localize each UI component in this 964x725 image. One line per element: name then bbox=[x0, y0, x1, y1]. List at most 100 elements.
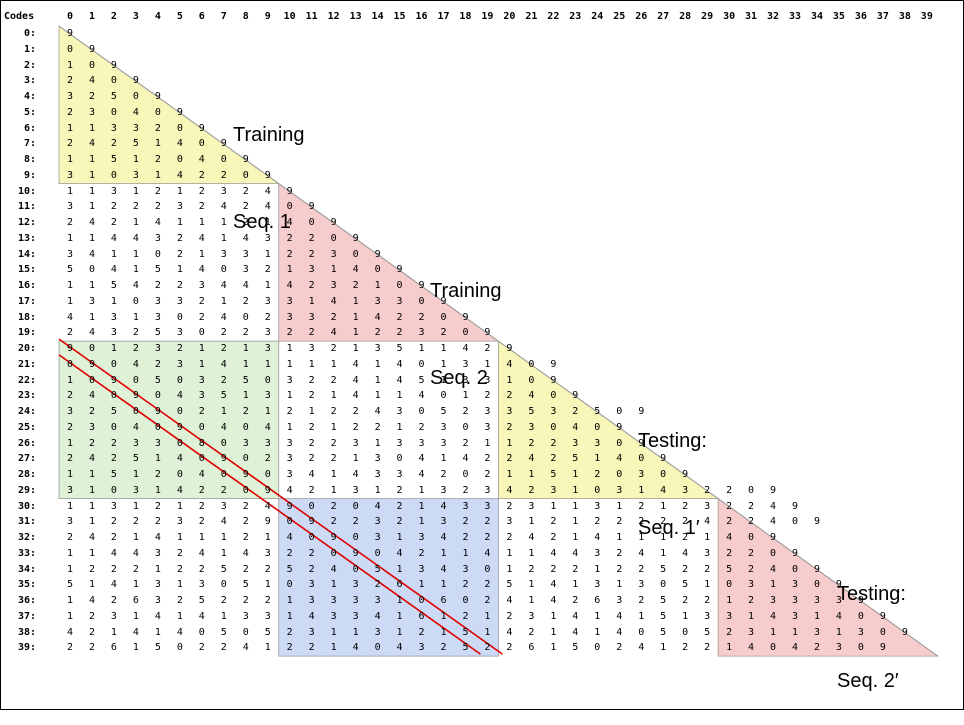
row-header: 0: bbox=[23, 28, 36, 39]
matrix-cell: 5 bbox=[132, 138, 139, 150]
matrix-cell: 2 bbox=[132, 327, 139, 339]
matrix-cell: 2 bbox=[374, 421, 381, 433]
matrix-cell: 9 bbox=[638, 406, 645, 417]
matrix-cell: 4 bbox=[286, 484, 293, 496]
column-header: 39 bbox=[920, 11, 933, 22]
matrix-cell: 0 bbox=[242, 453, 249, 465]
matrix-cell: 0 bbox=[154, 248, 161, 260]
matrix-cell: 5 bbox=[154, 264, 161, 276]
matrix-cell: 3 bbox=[462, 500, 469, 512]
matrix-cell: 2 bbox=[198, 484, 205, 496]
matrix-cell: 1 bbox=[308, 358, 315, 370]
matrix-cell: 0 bbox=[308, 217, 315, 228]
matrix-cell: 2 bbox=[396, 327, 403, 339]
matrix-cell: 5 bbox=[154, 642, 161, 654]
matrix-cell: 5 bbox=[572, 453, 579, 465]
column-header: 31 bbox=[745, 11, 758, 22]
matrix-cell: 5 bbox=[242, 579, 249, 591]
matrix-cell: 0 bbox=[770, 547, 777, 559]
matrix-cell: 1 bbox=[572, 579, 579, 591]
matrix-cell: 4 bbox=[506, 358, 513, 370]
matrix-cell: 2 bbox=[682, 642, 689, 654]
matrix-cell: 1 bbox=[88, 169, 95, 181]
matrix-cell: 1 bbox=[330, 469, 337, 480]
matrix-cell: 3 bbox=[264, 327, 271, 339]
matrix-cell: 0 bbox=[330, 547, 337, 559]
matrix-cell: 4 bbox=[550, 579, 557, 591]
matrix-cell: 2 bbox=[66, 390, 74, 402]
matrix-cell: 0 bbox=[462, 421, 469, 433]
matrix-cell: 1 bbox=[110, 248, 117, 260]
matrix-cell: 2 bbox=[462, 610, 469, 622]
matrix-cell: 4 bbox=[440, 563, 447, 575]
matrix-cell: 5 bbox=[198, 595, 205, 606]
matrix-cell: 4 bbox=[572, 547, 579, 559]
matrix-cell: 1 bbox=[374, 484, 381, 496]
matrix-cell: 2 bbox=[330, 516, 337, 528]
matrix-cell: 2 bbox=[66, 327, 74, 339]
matrix-cell: 4 bbox=[528, 532, 535, 543]
matrix-cell: 3 bbox=[308, 595, 315, 606]
matrix-cell: 3 bbox=[330, 595, 337, 606]
matrix-cell: 2 bbox=[308, 232, 315, 244]
matrix-cell: 2 bbox=[462, 516, 469, 528]
matrix-cell: 0 bbox=[682, 626, 689, 638]
matrix-cell: 2 bbox=[330, 453, 337, 465]
matrix-cell: 9 bbox=[813, 563, 820, 575]
matrix-cell: 1 bbox=[440, 547, 447, 559]
matrix-cell: 2 bbox=[66, 642, 74, 654]
matrix-cell: 2 bbox=[308, 327, 315, 339]
matrix-cell: 2 bbox=[682, 563, 689, 575]
matrix-cell: 1 bbox=[66, 280, 74, 291]
matrix-cell: 2 bbox=[198, 169, 205, 181]
column-header: 13 bbox=[349, 11, 362, 22]
matrix-cell: 4 bbox=[242, 280, 249, 291]
matrix-cell: 1 bbox=[462, 547, 469, 559]
column-header: 3 bbox=[132, 11, 139, 22]
matrix-cell: 0 bbox=[308, 500, 315, 512]
matrix-cell: 0 bbox=[748, 532, 755, 543]
testing-seq-1-label: Testing: Seq. 1′ bbox=[638, 369, 707, 572]
matrix-cell: 2 bbox=[462, 579, 469, 591]
matrix-cell: 2 bbox=[594, 469, 601, 480]
matrix-cell: 0 bbox=[242, 484, 249, 496]
matrix-cell: 3 bbox=[594, 547, 601, 559]
matrix-cell: 3 bbox=[110, 500, 117, 512]
matrix-cell: 2 bbox=[462, 406, 469, 417]
matrix-cell: 4 bbox=[748, 642, 755, 654]
matrix-cell: 2 bbox=[66, 453, 74, 465]
matrix-cell: 0 bbox=[88, 59, 95, 71]
matrix-cell: 2 bbox=[242, 327, 249, 339]
matrix-cell: 3 bbox=[704, 547, 711, 559]
matrix-cell: 9 bbox=[484, 327, 491, 339]
matrix-cell: 0 bbox=[462, 327, 469, 339]
matrix-cell: 9 bbox=[308, 516, 315, 528]
matrix-cell: 4 bbox=[88, 138, 95, 150]
row-header: 12: bbox=[17, 217, 36, 228]
matrix-cell: 2 bbox=[682, 500, 689, 512]
matrix-cell: 2 bbox=[396, 516, 403, 528]
matrix-cell: 2 bbox=[154, 358, 161, 370]
matrix-cell: 1 bbox=[220, 295, 227, 307]
matrix-cell: 0 bbox=[264, 469, 271, 480]
matrix-cell: 3 bbox=[154, 295, 161, 307]
matrix-cell: 1 bbox=[264, 642, 271, 654]
matrix-cell: 2 bbox=[484, 516, 491, 528]
matrix-cell: 1 bbox=[286, 390, 293, 402]
matrix-cell: 4 bbox=[660, 484, 667, 496]
matrix-cell: 2 bbox=[308, 453, 315, 465]
matrix-cell: 1 bbox=[330, 642, 337, 654]
matrix-cell: 1 bbox=[132, 311, 139, 323]
matrix-cell: 2 bbox=[748, 563, 755, 575]
row-header: 29: bbox=[17, 484, 36, 496]
matrix-cell: 9 bbox=[66, 343, 74, 354]
matrix-cell: 3 bbox=[308, 343, 315, 354]
matrix-cell: 3 bbox=[352, 579, 359, 591]
matrix-cell: 2 bbox=[242, 217, 249, 228]
column-header: 32 bbox=[767, 11, 780, 22]
matrix-cell: 3 bbox=[66, 91, 74, 102]
row-header: 7: bbox=[23, 138, 36, 150]
matrix-cell: 4 bbox=[528, 390, 535, 402]
matrix-cell: 4 bbox=[198, 264, 205, 276]
matrix-cell: 2 bbox=[528, 484, 535, 496]
